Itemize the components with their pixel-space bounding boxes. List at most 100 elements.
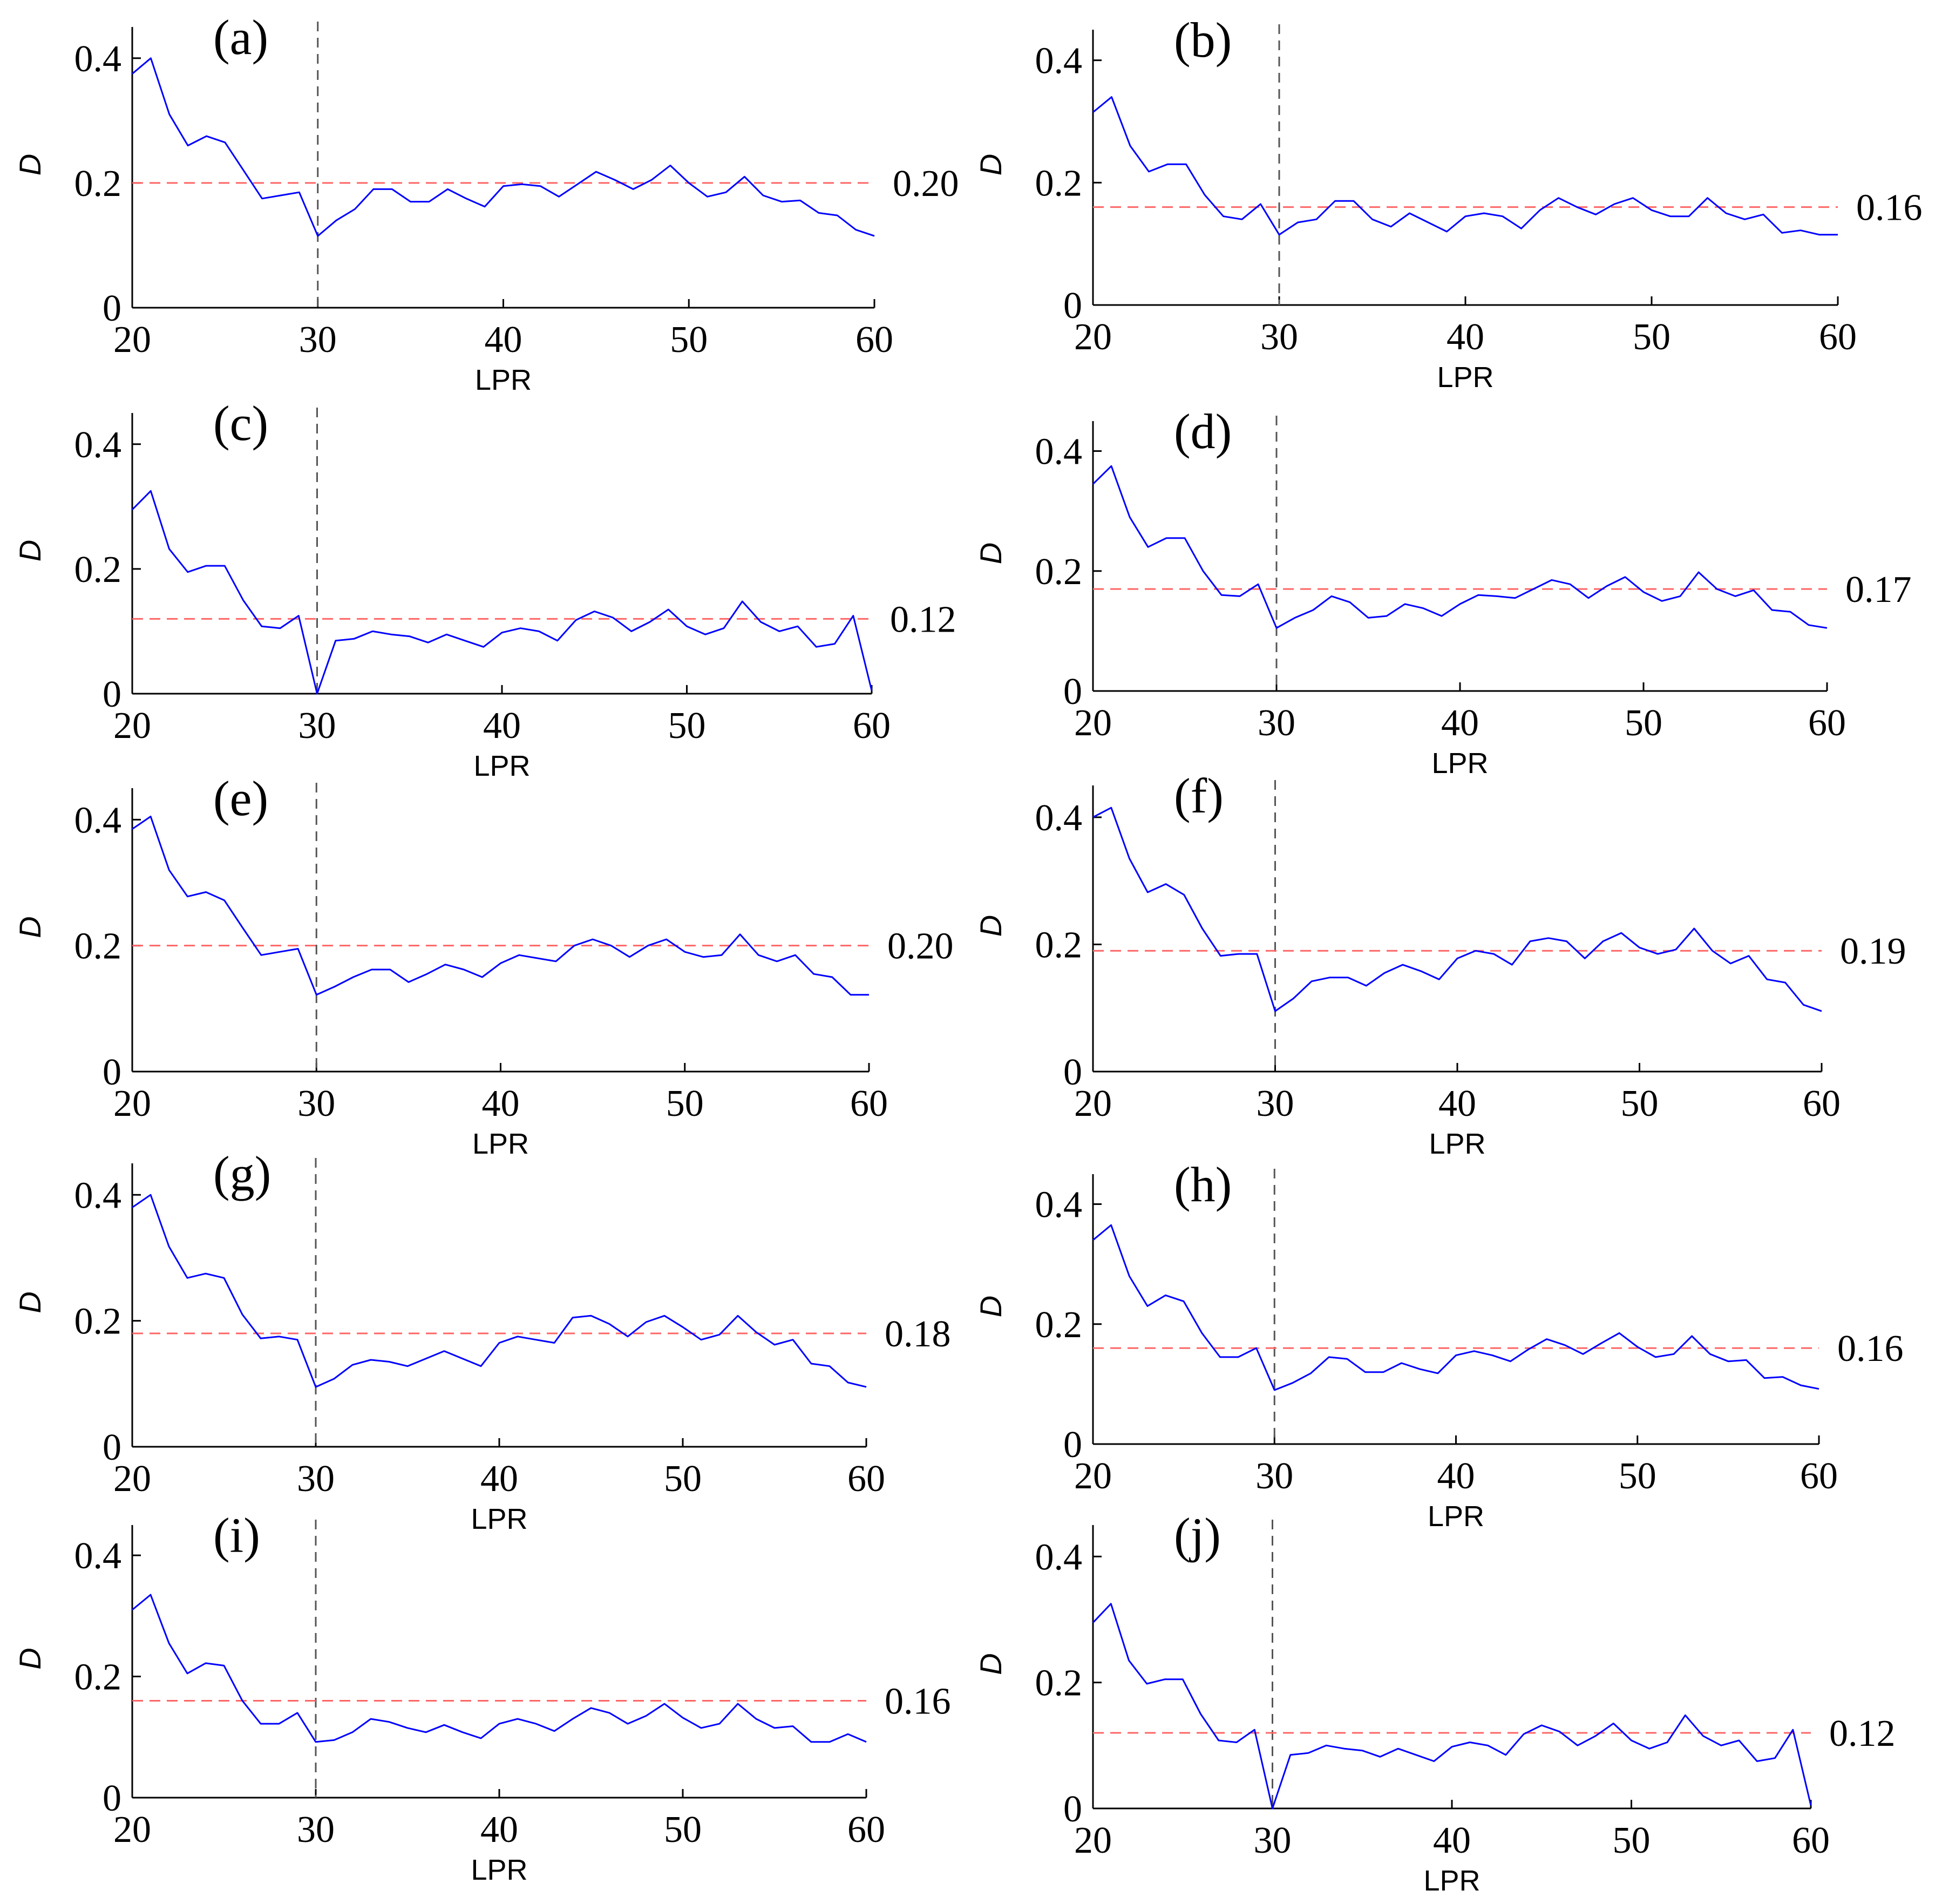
x-tick-label: 60 <box>1808 702 1846 744</box>
panel-label: (e) <box>213 771 268 826</box>
x-axis-label: LPR <box>1429 1128 1485 1160</box>
y-axis-label: D <box>974 543 1008 564</box>
x-tick-label: 30 <box>1255 1455 1293 1497</box>
x-tick-label: 20 <box>1074 702 1112 744</box>
y-axis-label: D <box>13 916 47 938</box>
y-tick-label: 0.4 <box>74 1175 122 1216</box>
x-tick-label: 30 <box>297 1809 335 1851</box>
x-tick-label: 50 <box>664 1458 702 1500</box>
x-tick-label: 40 <box>1447 316 1484 358</box>
y-tick-label: 0.2 <box>1035 551 1083 593</box>
x-axis-label: LPR <box>1428 1500 1484 1533</box>
chart-panel-4: 0 0.2 0.4 20 30 40 50 60 LPR D 0.20 (e) <box>13 771 954 1160</box>
x-tick-label: 50 <box>1619 1455 1656 1497</box>
y-tick-label: 0 <box>1063 1052 1082 1093</box>
series-line <box>132 816 869 996</box>
chart-panel-7: 0 0.2 0.4 20 30 40 50 60 LPR D 0.16 (h) <box>974 1157 1904 1533</box>
x-tick-label: 20 <box>1074 1083 1112 1124</box>
mean-value-label: 0.12 <box>1829 1713 1896 1754</box>
x-tick-label: 60 <box>847 1458 885 1500</box>
x-tick-label: 40 <box>1438 1083 1476 1124</box>
x-tick-label: 60 <box>1819 316 1857 358</box>
mean-value-label: 0.18 <box>885 1313 951 1355</box>
x-tick-label: 60 <box>1800 1455 1838 1497</box>
y-tick-label: 0 <box>103 1052 121 1093</box>
x-tick-label: 30 <box>1258 702 1295 744</box>
mean-value-label: 0.16 <box>1856 187 1923 229</box>
x-tick-label: 60 <box>847 1809 885 1851</box>
x-tick-label: 40 <box>480 1458 518 1500</box>
y-tick-label: 0 <box>1063 671 1082 713</box>
mean-value-label: 0.17 <box>1845 569 1912 611</box>
x-tick-label: 60 <box>855 319 893 361</box>
y-tick-label: 0.2 <box>1035 1304 1083 1346</box>
y-tick-label: 0.2 <box>74 549 122 591</box>
y-tick-label: 0.4 <box>74 1535 122 1577</box>
x-tick-label: 40 <box>1441 702 1479 744</box>
y-tick-label: 0.4 <box>1035 797 1083 839</box>
y-tick-label: 0.2 <box>1035 924 1083 966</box>
x-tick-label: 20 <box>113 1083 151 1124</box>
x-tick-label: 50 <box>1633 316 1671 358</box>
series-line <box>131 490 873 695</box>
series-line <box>132 1194 867 1388</box>
x-tick-label: 30 <box>1260 316 1298 358</box>
panel-label: (a) <box>213 10 268 65</box>
x-tick-label: 40 <box>1433 1820 1471 1861</box>
x-tick-label: 50 <box>1625 702 1662 744</box>
chart-panel-5: 0 0.2 0.4 20 30 40 50 60 LPR D 0.19 (f) <box>974 768 1906 1160</box>
x-tick-label: 30 <box>297 1083 335 1124</box>
y-axis-label: D <box>974 915 1008 937</box>
series-line <box>1092 1603 1812 1810</box>
x-axis-label: LPR <box>471 1503 527 1535</box>
chart-panel-8: 0 0.2 0.4 20 30 40 50 60 LPR D 0.16 (i) <box>13 1508 951 1886</box>
y-tick-label: 0.2 <box>1035 162 1083 204</box>
y-axis-label: D <box>974 1296 1008 1317</box>
x-tick-label: 20 <box>113 705 151 747</box>
x-tick-label: 50 <box>1613 1820 1651 1861</box>
x-axis-label: LPR <box>471 1854 527 1886</box>
y-tick-label: 0.2 <box>74 163 122 205</box>
x-tick-label: 40 <box>1437 1455 1475 1497</box>
chart-panel-1: 0 0.2 0.4 20 30 40 50 60 LPR D 0.16 (b) <box>974 12 1923 394</box>
y-tick-label: 0 <box>1063 1424 1082 1466</box>
y-tick-label: 0 <box>103 1778 121 1819</box>
x-tick-label: 40 <box>480 1809 518 1851</box>
mean-value-label: 0.12 <box>890 599 956 640</box>
y-tick-label: 0 <box>1063 1788 1082 1830</box>
x-axis-label: LPR <box>473 750 530 782</box>
y-tick-label: 0.4 <box>74 38 122 80</box>
chart-panel-2: 0 0.2 0.4 20 30 40 50 60 LPR D 0.12 (c) <box>13 396 956 782</box>
x-tick-label: 60 <box>853 705 891 747</box>
y-axis-label: D <box>13 1648 47 1669</box>
chart-panel-9: 0 0.2 0.4 20 30 40 50 60 LPR D 0.12 (j) <box>974 1508 1896 1897</box>
x-tick-label: 50 <box>664 1809 702 1851</box>
y-axis-label: D <box>13 1291 47 1313</box>
x-tick-label: 60 <box>850 1083 888 1124</box>
y-tick-label: 0.4 <box>1035 431 1083 473</box>
panel-label: (f) <box>1174 768 1224 823</box>
series-line <box>132 1594 867 1743</box>
x-axis-label: LPR <box>472 1128 529 1160</box>
x-axis-label: LPR <box>475 364 532 396</box>
panel-label: (c) <box>213 396 268 451</box>
y-tick-label: 0.2 <box>74 1657 122 1698</box>
series-line <box>1092 1224 1819 1391</box>
y-tick-label: 0.4 <box>74 799 122 841</box>
panel-label: (d) <box>1174 404 1232 459</box>
x-tick-label: 20 <box>1074 1820 1112 1861</box>
chart-panel-0: 0 0.2 0.4 20 30 40 50 60 LPR D 0.20 (a) <box>13 10 959 396</box>
y-tick-label: 0 <box>103 1427 121 1468</box>
x-tick-label: 30 <box>299 319 337 361</box>
x-tick-label: 50 <box>666 1083 704 1124</box>
y-tick-label: 0.4 <box>1035 40 1083 82</box>
panel-label: (g) <box>213 1146 271 1201</box>
mean-value-label: 0.16 <box>1837 1328 1904 1370</box>
x-tick-label: 20 <box>1074 316 1112 358</box>
x-tick-label: 30 <box>297 1458 335 1500</box>
panel-label: (b) <box>1174 12 1232 67</box>
series-line <box>132 57 875 237</box>
y-tick-label: 0.2 <box>74 1301 122 1343</box>
y-tick-label: 0.2 <box>74 926 122 967</box>
